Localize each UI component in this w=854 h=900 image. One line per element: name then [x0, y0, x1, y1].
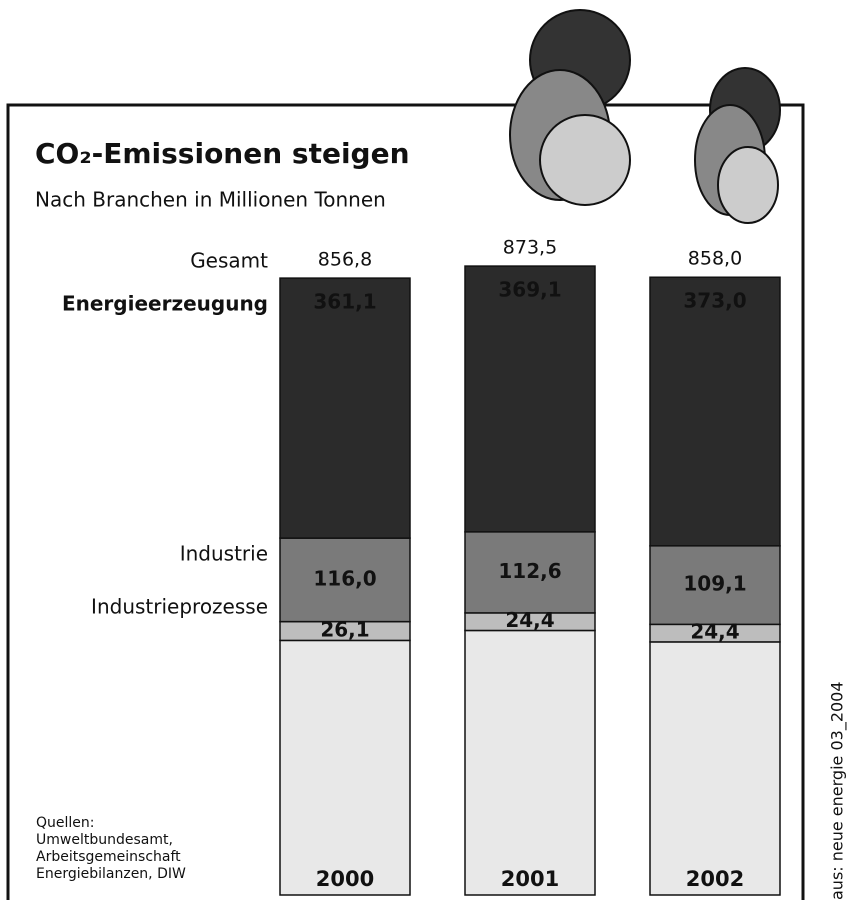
bar-segment — [465, 630, 595, 895]
chart-subtitle: Nach Branchen in Millionen Tonnen — [35, 188, 386, 212]
chart-title: CO₂-Emissionen steigen — [35, 137, 410, 170]
total-label: 856,8 — [318, 249, 372, 271]
source: Quellen: — [36, 815, 95, 831]
row-label: Energieerzeugung — [62, 292, 268, 316]
bar-segment — [650, 277, 780, 546]
value-label: 26,1 — [320, 618, 369, 642]
value-label: 109,1 — [683, 572, 746, 596]
value-label: 116,0 — [313, 566, 376, 590]
value-label: 361,1 — [313, 290, 376, 314]
value-label: 112,6 — [498, 559, 561, 583]
source: Energiebilanzen, DIW — [36, 866, 186, 882]
value-label: 24,4 — [505, 608, 554, 632]
x-tick-label: 2000 — [316, 867, 374, 891]
value-label: 373,0 — [683, 289, 746, 313]
bar-segment — [280, 278, 410, 538]
value-label: 24,4 — [690, 620, 739, 644]
chart: CO₂-Emissionen steigen Nach Branchen in … — [0, 0, 854, 900]
x-tick-label: 2001 — [501, 867, 559, 891]
credit: aus: neue energie 03_2004 — [828, 681, 848, 900]
source: Arbeitsgemeinschaft — [36, 849, 181, 865]
row-label: Industrie — [180, 542, 268, 566]
row-label: Industrieprozesse — [91, 595, 268, 619]
x-tick-label: 2002 — [686, 867, 744, 891]
source: Umweltbundesamt, — [36, 832, 173, 848]
bar-segment — [650, 642, 780, 895]
total-label: 858,0 — [688, 248, 742, 270]
bar-segment — [280, 640, 410, 895]
total-label: 873,5 — [503, 237, 557, 259]
value-label: 369,1 — [498, 278, 561, 302]
bar-segment — [465, 266, 595, 532]
totals-name: Gesamt — [190, 249, 268, 273]
